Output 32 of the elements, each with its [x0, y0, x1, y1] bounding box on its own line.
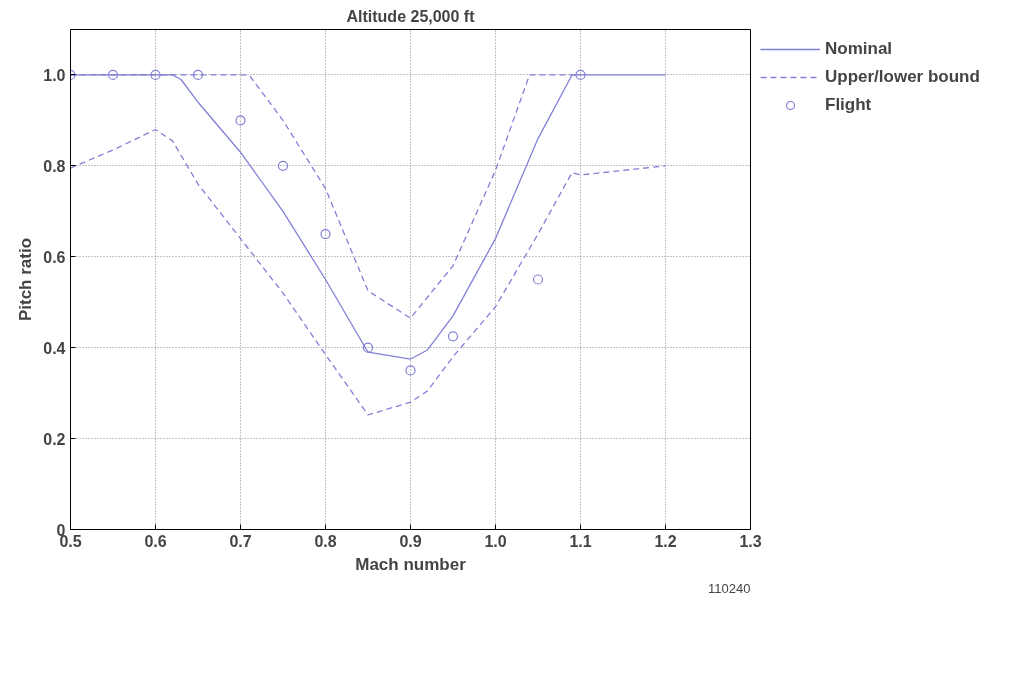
y-axis-title: Pitch ratio — [16, 237, 36, 322]
point — [107, 69, 119, 81]
point — [235, 115, 246, 126]
point — [405, 365, 416, 376]
legend-label: Nominal — [825, 39, 893, 59]
point — [150, 69, 161, 81]
point — [277, 160, 289, 171]
x-tick-label: 0.8 — [314, 532, 337, 550]
y-tick-label: 0.8 — [43, 157, 66, 175]
point — [532, 274, 544, 285]
point — [447, 331, 459, 342]
x-tick-label: 0.7 — [229, 532, 252, 550]
y-tick-label: 0.4 — [43, 339, 66, 357]
point — [192, 69, 204, 81]
x-tick-label: 1.2 — [654, 532, 677, 550]
x-axis-title: Mach number — [355, 554, 467, 574]
point — [320, 228, 331, 240]
x-tick-label: 1.0 — [484, 532, 507, 550]
legend-label: Upper/lower bound — [825, 67, 980, 87]
x-tick-label: 1.1 — [569, 532, 592, 550]
x-tick-label: 1.3 — [739, 532, 762, 550]
chart-title: Altitude 25,000 ft — [346, 7, 476, 25]
point — [575, 69, 586, 81]
text: 110240 — [708, 580, 751, 596]
line-series — [70, 128, 667, 416]
y-tick-label: 1.0 — [43, 66, 66, 84]
x-tick-label: 0.6 — [144, 532, 167, 550]
point — [362, 342, 374, 353]
y-tick-label: 0.2 — [43, 430, 66, 448]
x-tick-label: 0.9 — [399, 532, 422, 550]
y-tick-label: 0.6 — [43, 248, 66, 266]
legend-label: Flight — [825, 95, 872, 115]
